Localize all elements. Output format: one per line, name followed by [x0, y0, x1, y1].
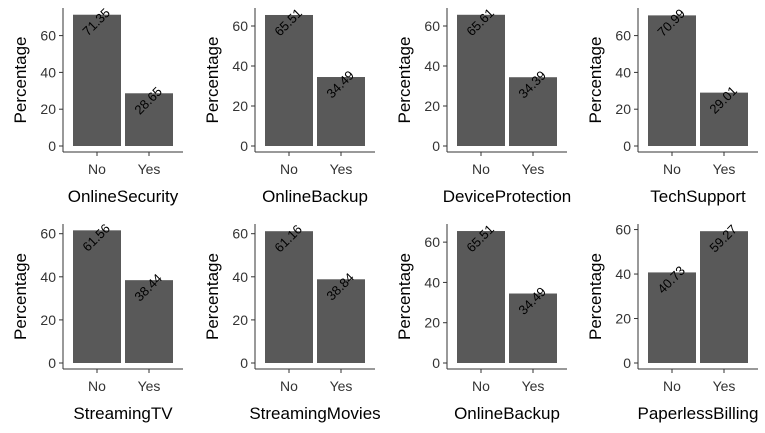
bar	[265, 14, 313, 147]
y-tick-label: 0	[240, 355, 248, 371]
y-tick-label: 20	[424, 98, 440, 114]
x-axis-title: DeviceProtection	[443, 187, 572, 206]
y-axis-title: Percentage	[586, 37, 605, 124]
y-tick-label: 20	[615, 311, 631, 327]
y-tick-label: 20	[615, 101, 631, 117]
x-tick-label: Yes	[138, 378, 161, 394]
y-tick-label: 60	[232, 226, 248, 242]
y-tick-label: 40	[232, 269, 248, 285]
chart-panel: 0204060No71.35Yes28.65OnlineSecurityPerc…	[11, 5, 183, 206]
bar	[73, 230, 121, 363]
x-tick-label: Yes	[330, 161, 353, 177]
y-tick-label: 40	[40, 269, 56, 285]
bar	[457, 231, 505, 363]
bar	[648, 15, 696, 146]
x-tick-label: No	[663, 378, 681, 394]
y-tick-label: 20	[424, 315, 440, 331]
y-tick-label: 0	[240, 138, 248, 154]
x-tick-label: Yes	[522, 161, 545, 177]
x-tick-label: Yes	[330, 378, 353, 394]
y-tick-label: 40	[615, 266, 631, 282]
y-tick-label: 60	[424, 18, 440, 34]
y-axis-title: Percentage	[203, 37, 222, 124]
y-axis-title: Percentage	[395, 37, 414, 124]
chart-panel: 0204060No65.61Yes34.39DeviceProtectionPe…	[395, 5, 571, 206]
x-tick-label: Yes	[522, 378, 545, 394]
bar	[700, 231, 748, 363]
chart-panel: 0204060No65.51Yes34.49OnlineBackupPercen…	[203, 5, 375, 206]
x-axis-title: StreamingMovies	[249, 404, 380, 423]
x-tick-label: Yes	[713, 378, 736, 394]
y-axis-title: Percentage	[11, 37, 30, 124]
x-axis-title: OnlineSecurity	[68, 187, 179, 206]
y-tick-label: 60	[615, 28, 631, 44]
x-axis-title: StreamingTV	[73, 404, 173, 423]
x-tick-label: Yes	[713, 161, 736, 177]
bar	[317, 279, 365, 363]
y-tick-label: 60	[615, 222, 631, 238]
chart-panel: 0204060No65.51Yes34.49OnlineBackupPercen…	[395, 221, 567, 423]
y-tick-label: 60	[40, 226, 56, 242]
y-tick-label: 0	[432, 355, 440, 371]
y-tick-label: 20	[40, 312, 56, 328]
x-tick-label: No	[472, 161, 490, 177]
x-axis-title: OnlineBackup	[262, 187, 368, 206]
y-tick-label: 0	[623, 138, 631, 154]
y-axis-title: Percentage	[11, 253, 30, 340]
bar	[509, 77, 557, 146]
y-tick-label: 40	[615, 64, 631, 80]
x-tick-label: No	[663, 161, 681, 177]
chart-panel: 0204060No40.73Yes59.27PaperlessBillingPe…	[586, 222, 758, 423]
chart-panel: 0204060No70.99Yes29.01TechSupportPercent…	[586, 6, 758, 206]
x-tick-label: No	[472, 378, 490, 394]
y-tick-label: 20	[40, 101, 56, 117]
bar	[648, 272, 696, 363]
x-axis-title: OnlineBackup	[454, 404, 560, 423]
y-tick-label: 40	[424, 58, 440, 74]
y-tick-label: 60	[232, 18, 248, 34]
x-tick-label: Yes	[138, 161, 161, 177]
y-tick-label: 60	[40, 28, 56, 44]
chart-panel: 0204060No61.16Yes38.84StreamingMoviesPer…	[203, 222, 381, 423]
bar	[265, 231, 313, 363]
bar	[700, 92, 748, 146]
y-tick-label: 40	[40, 64, 56, 80]
y-tick-label: 20	[232, 98, 248, 114]
y-axis-title: Percentage	[395, 253, 414, 340]
y-axis-title: Percentage	[586, 253, 605, 340]
y-tick-label: 0	[48, 355, 56, 371]
x-tick-label: No	[280, 161, 298, 177]
y-tick-label: 0	[432, 138, 440, 154]
bar	[125, 280, 173, 363]
y-tick-label: 20	[232, 312, 248, 328]
bar	[317, 77, 365, 146]
y-tick-label: 0	[48, 138, 56, 154]
y-tick-label: 40	[424, 274, 440, 290]
bar	[73, 14, 121, 146]
bar	[509, 293, 557, 363]
chart-panel: 0204060No61.56Yes38.44StreamingTVPercent…	[11, 221, 183, 423]
y-tick-label: 60	[424, 234, 440, 250]
y-tick-label: 40	[232, 58, 248, 74]
y-axis-title: Percentage	[203, 253, 222, 340]
x-tick-label: No	[88, 161, 106, 177]
bar	[457, 14, 505, 147]
x-tick-label: No	[280, 378, 298, 394]
x-axis-title: PaperlessBilling	[638, 404, 759, 423]
y-tick-label: 0	[623, 355, 631, 371]
x-axis-title: TechSupport	[650, 187, 746, 206]
bar	[125, 93, 173, 146]
x-tick-label: No	[88, 378, 106, 394]
